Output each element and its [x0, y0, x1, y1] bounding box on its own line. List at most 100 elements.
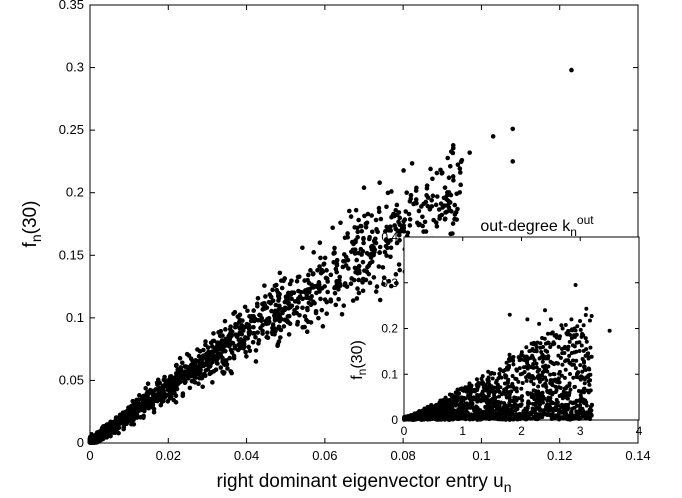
main-data-point [252, 330, 257, 336]
main-data-point [352, 225, 358, 230]
inset-data-point [582, 401, 587, 406]
main-data-point [291, 290, 297, 296]
main-data-point [251, 308, 256, 313]
main-data-point [324, 268, 329, 273]
inset-data-point [545, 388, 550, 393]
main-data-point [385, 240, 391, 246]
inset-x-tick-label: 0 [401, 424, 408, 438]
inset-data-point [547, 391, 552, 396]
inset-data-point [432, 416, 437, 421]
main-data-point [428, 166, 433, 172]
main-data-point [319, 286, 325, 291]
main-data-point [319, 307, 325, 313]
inset-data-point [565, 396, 570, 401]
main-data-point [333, 302, 339, 308]
main-data-point [375, 229, 380, 235]
main-data-point [271, 326, 276, 331]
main-data-point [198, 367, 203, 372]
main-data-point [249, 318, 254, 323]
main-data-point [286, 313, 292, 319]
main-data-point [322, 255, 328, 261]
main-data-point [394, 240, 400, 246]
inset-title: out-degree knout [480, 213, 594, 239]
main-data-point [120, 420, 125, 425]
main-data-point [302, 314, 308, 319]
main-data-point [300, 245, 305, 251]
inset-data-point [490, 376, 495, 381]
main-data-point [360, 276, 366, 282]
main-data-point [173, 371, 179, 376]
main-data-point [361, 240, 366, 246]
inset-data-point [572, 415, 577, 420]
inset-data-point [581, 333, 586, 338]
main-data-point [396, 219, 401, 225]
inset-data-point [490, 412, 495, 417]
inset-data-point [465, 387, 470, 392]
main-data-point [348, 214, 354, 219]
main-data-point [334, 280, 340, 286]
main-data-point [429, 197, 434, 203]
inset-data-point [548, 345, 553, 350]
inset-data-point [493, 395, 498, 400]
inset-data-point [580, 412, 585, 417]
main-data-point [416, 208, 422, 214]
inset-data-point [566, 344, 571, 349]
inset-data-point [514, 367, 519, 372]
main-data-point [430, 176, 435, 182]
main-data-point [569, 67, 574, 73]
main-data-point [445, 155, 451, 161]
main-data-point [388, 245, 394, 251]
main-data-point [311, 250, 316, 255]
inset-data-point [543, 308, 547, 313]
main-data-point [322, 297, 328, 302]
inset-data-point [489, 370, 494, 375]
main-data-point [121, 424, 127, 430]
main-data-point [225, 366, 230, 371]
inset-data-point [573, 328, 578, 333]
main-x-tick-label: 0.04 [234, 448, 259, 463]
main-data-point [339, 312, 345, 317]
main-data-point [366, 271, 372, 277]
main-data-point [342, 235, 348, 241]
inset-data-point [574, 358, 579, 363]
inset-data-point [541, 356, 546, 361]
main-data-point [145, 399, 151, 405]
main-data-point [272, 310, 277, 315]
inset-data-point [444, 412, 449, 417]
inset-data-point [486, 404, 491, 409]
inset-data-point [469, 402, 474, 407]
inset-y-tick-label: 0.3 [381, 276, 398, 290]
main-data-point [250, 339, 256, 345]
main-data-point [108, 433, 113, 439]
main-data-point [188, 356, 194, 361]
main-data-point [189, 378, 195, 384]
main-x-tick-label: 0.08 [390, 448, 415, 463]
inset-data-point [497, 371, 502, 376]
inset-data-point [531, 362, 536, 367]
inset-data-point [504, 386, 509, 391]
main-data-point [277, 270, 283, 276]
main-data-point [294, 279, 300, 284]
inset-data-point [461, 406, 466, 411]
main-data-point [365, 211, 371, 217]
main-data-point [134, 403, 139, 408]
inset-data-point [539, 399, 544, 404]
inset-data-point [500, 417, 505, 422]
main-data-point [275, 341, 281, 347]
main-data-point [350, 298, 356, 303]
inset-data-point [497, 367, 502, 372]
inset-data-point [560, 393, 565, 398]
main-data-point [187, 368, 193, 374]
main-data-points [87, 67, 574, 445]
main-data-point [313, 310, 319, 316]
main-x-tick-label: 0.1 [472, 448, 490, 463]
main-data-point [407, 217, 413, 222]
main-data-point [209, 344, 215, 349]
main-data-point [359, 228, 365, 234]
main-data-point [142, 408, 147, 414]
inset-data-point [506, 390, 511, 395]
main-data-point [200, 384, 205, 390]
main-data-point [356, 250, 361, 256]
main-data-point [446, 175, 452, 181]
inset-data-point [556, 380, 561, 385]
